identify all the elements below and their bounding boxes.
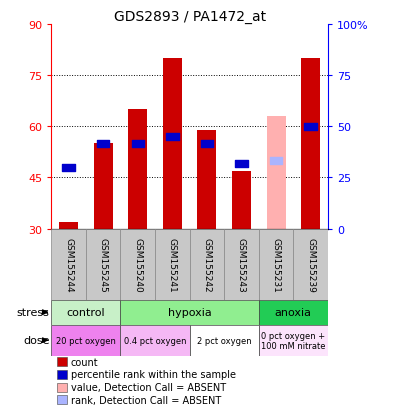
- Text: stress: stress: [17, 307, 50, 318]
- Title: GDS2893 / PA1472_at: GDS2893 / PA1472_at: [113, 10, 266, 24]
- Bar: [259, 325, 328, 356]
- Text: GSM155231: GSM155231: [271, 237, 280, 292]
- Text: anoxia: anoxia: [275, 307, 312, 318]
- Text: GSM155240: GSM155240: [133, 237, 142, 292]
- Text: GSM155245: GSM155245: [99, 237, 108, 292]
- Text: 0.4 pct oxygen: 0.4 pct oxygen: [124, 336, 186, 345]
- Bar: [190, 325, 259, 356]
- Bar: [57, 370, 66, 379]
- Bar: [259, 229, 293, 300]
- Bar: [94, 144, 113, 229]
- Bar: [224, 229, 259, 300]
- Bar: [259, 300, 328, 325]
- Text: hypoxia: hypoxia: [168, 307, 211, 318]
- Text: GSM155239: GSM155239: [306, 237, 315, 292]
- Bar: [57, 357, 66, 366]
- Text: GSM155242: GSM155242: [202, 237, 211, 292]
- Text: 2 pct oxygen: 2 pct oxygen: [197, 336, 252, 345]
- Bar: [120, 300, 259, 325]
- Text: GSM155244: GSM155244: [64, 237, 73, 292]
- Bar: [57, 396, 66, 404]
- Bar: [120, 325, 190, 356]
- Bar: [51, 300, 120, 325]
- Text: count: count: [71, 357, 98, 367]
- Bar: [267, 116, 286, 229]
- Text: 0 pct oxygen +
100 mM nitrate: 0 pct oxygen + 100 mM nitrate: [261, 331, 325, 350]
- Bar: [86, 229, 120, 300]
- Bar: [51, 325, 120, 356]
- Bar: [301, 59, 320, 229]
- Bar: [51, 229, 86, 300]
- Text: GSM155241: GSM155241: [168, 237, 177, 292]
- Bar: [232, 171, 251, 229]
- Bar: [293, 229, 328, 300]
- Text: value, Detection Call = ABSENT: value, Detection Call = ABSENT: [71, 382, 226, 392]
- Bar: [155, 229, 190, 300]
- Text: rank, Detection Call = ABSENT: rank, Detection Call = ABSENT: [71, 395, 221, 405]
- Bar: [59, 222, 78, 229]
- Text: dose: dose: [23, 335, 50, 345]
- Bar: [198, 130, 216, 229]
- Bar: [120, 229, 155, 300]
- Bar: [190, 229, 224, 300]
- Text: percentile rank within the sample: percentile rank within the sample: [71, 370, 236, 380]
- Bar: [57, 383, 66, 392]
- Bar: [128, 110, 147, 229]
- Text: control: control: [67, 307, 105, 318]
- Text: 20 pct oxygen: 20 pct oxygen: [56, 336, 116, 345]
- Bar: [163, 59, 182, 229]
- Text: GSM155243: GSM155243: [237, 237, 246, 292]
